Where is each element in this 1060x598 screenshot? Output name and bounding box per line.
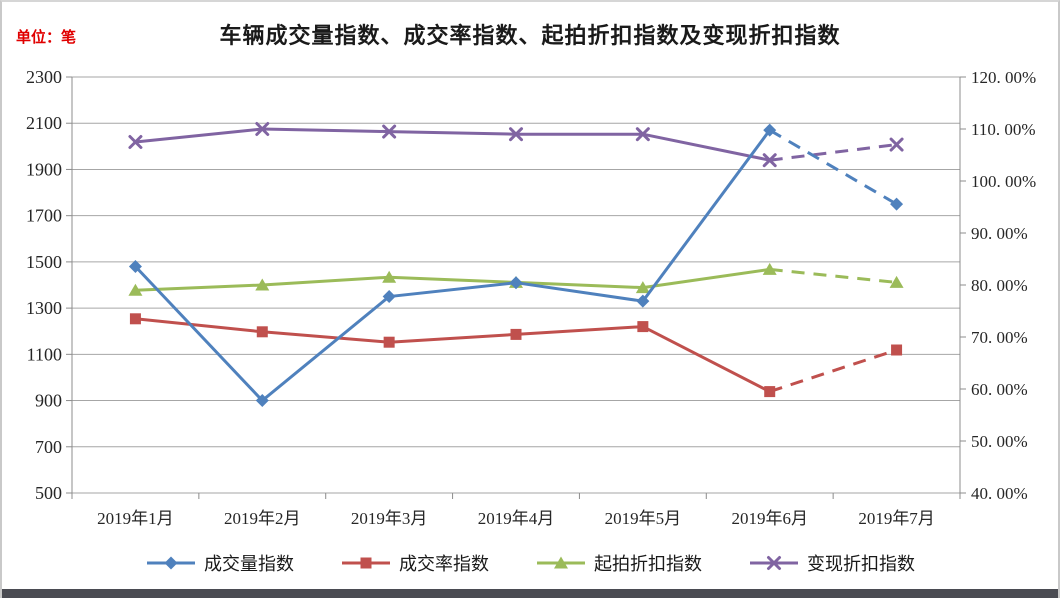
series-start-discount-index-marker <box>255 278 270 291</box>
series-deal-rate-index-segment <box>642 325 771 393</box>
series-volume-index-segment <box>134 265 264 402</box>
series-start-discount-index-segment <box>262 275 390 287</box>
series-start-discount-index-marker <box>382 270 397 283</box>
legend-x-glyph <box>767 556 781 570</box>
legend-diamond-icon <box>147 556 195 570</box>
legend-triangle-glyph <box>554 556 568 569</box>
series-volume-index-segment <box>261 295 391 402</box>
y-axis-label: 700 <box>35 437 62 457</box>
legend-triangle-icon <box>537 556 585 569</box>
series-realization-discount-index-segment <box>135 127 263 144</box>
x-axis-label: 2019年7月 <box>858 509 935 528</box>
y-axis-label: 500 <box>35 483 62 503</box>
series-realization-discount-index-marker <box>509 127 523 142</box>
series-volume-index-segment <box>768 128 898 206</box>
legend-x-icon <box>750 556 798 570</box>
series-volume-index-segment <box>641 129 771 303</box>
y-axis-label: 1300 <box>26 298 62 318</box>
series-volume-index-segment <box>388 281 517 299</box>
x-axis-label: 2019年1月 <box>97 509 174 528</box>
legend-item-volume-index: 成交量指数 <box>145 550 294 576</box>
series-deal-rate-index-marker <box>764 386 776 398</box>
series-volume-index-marker <box>636 294 650 308</box>
series-start-discount-index-marker <box>635 281 650 294</box>
series-deal-rate-index-marker <box>256 326 268 338</box>
series-deal-rate-index-segment <box>262 330 390 344</box>
series-deal-rate-index-marker <box>383 336 395 348</box>
right-axis-label: 60. 00% <box>971 380 1028 399</box>
y-axis-label: 2300 <box>26 67 62 87</box>
series-volume-index-marker <box>890 197 904 211</box>
series-realization-discount-index-marker <box>382 124 397 139</box>
legend-square-icon <box>342 557 390 569</box>
x-axis-label: 2019年2月 <box>224 509 301 528</box>
series-volume-index-marker <box>255 394 269 408</box>
series-realization-discount-index-marker <box>762 153 777 168</box>
y-axis-label: 1100 <box>27 344 62 364</box>
series-deal-rate-index-marker <box>510 328 522 340</box>
x-axis-label: 2019年6月 <box>731 509 808 528</box>
legend-item-start-discount-index: 起拍折扣指数 <box>535 550 702 576</box>
y-axis-label: 900 <box>35 391 62 411</box>
x-axis-label: 2019年5月 <box>605 509 682 528</box>
series-volume-index-segment <box>515 281 644 303</box>
y-axis-label: 2100 <box>26 113 62 133</box>
series-start-discount-index-marker <box>762 262 777 275</box>
series-volume-index-marker <box>128 260 142 274</box>
series-realization-discount-index-marker <box>128 135 143 149</box>
series-deal-rate-index-segment <box>389 332 517 344</box>
legend-label: 成交率指数 <box>399 554 489 575</box>
series-realization-discount-index-segment <box>389 130 517 136</box>
legend-item-realization-discount-index: 变现折扣指数 <box>748 550 915 576</box>
series-start-discount-index-segment <box>389 275 517 284</box>
legend-diamond-glyph <box>164 556 178 570</box>
series-start-discount-index-segment <box>769 267 897 284</box>
right-axis-label: 110. 00% <box>971 120 1036 139</box>
unit-label: 单位：笔 <box>16 28 77 46</box>
x-axis-label: 2019年4月 <box>478 509 555 528</box>
y-axis-label: 1500 <box>26 252 62 272</box>
series-realization-discount-index-segment <box>642 132 771 162</box>
right-axis-label: 120. 00% <box>971 68 1036 87</box>
right-axis-label: 80. 00% <box>971 276 1028 295</box>
series-start-discount-index-marker <box>128 283 143 296</box>
right-axis-label: 100. 00% <box>971 172 1036 191</box>
series-realization-discount-index-marker <box>889 137 904 152</box>
series-deal-rate-index-marker <box>129 313 141 325</box>
series-start-discount-index-segment <box>515 280 643 290</box>
chart-legend: 成交量指数 成交率指数 起拍折扣指数 变现折扣指数 <box>2 550 1058 576</box>
right-axis-label: 40. 00% <box>971 484 1028 503</box>
series-realization-discount-index-marker <box>255 122 270 136</box>
series-start-discount-index-segment <box>642 267 770 290</box>
series-volume-index-marker <box>382 290 396 304</box>
legend-label: 成交量指数 <box>204 554 294 575</box>
legend-label: 起拍折扣指数 <box>594 554 702 575</box>
series-deal-rate-index-segment <box>135 317 263 334</box>
right-axis-label: 90. 00% <box>971 224 1028 243</box>
series-realization-discount-index-segment <box>262 127 390 134</box>
series-volume-index-marker <box>763 123 777 137</box>
y-axis-label: 1900 <box>26 159 62 179</box>
series-realization-discount-index-segment <box>769 143 897 162</box>
series-start-discount-index-marker <box>889 275 904 288</box>
chart-canvas: 2300 2100 1900 1700 1500 1300 1100 900 700 500 120… <box>26 67 1036 528</box>
x-axis-label: 2019年3月 <box>351 509 428 528</box>
right-axis-label: 50. 00% <box>971 432 1028 451</box>
series-deal-rate-index-marker <box>891 344 903 356</box>
series-realization-discount-index-marker <box>635 127 650 142</box>
legend-label: 变现折扣指数 <box>807 554 915 575</box>
series-deal-rate-index-marker <box>637 321 649 333</box>
page-title: 车辆成交量指数、成交率指数、起拍折扣指数及变现折扣指数 <box>219 24 841 49</box>
legend-item-deal-rate-index: 成交率指数 <box>340 550 489 576</box>
series-volume-index-marker <box>509 276 523 290</box>
right-axis-label: 70. 00% <box>971 328 1028 347</box>
y-axis-label: 1700 <box>26 206 62 226</box>
series-deal-rate-index-segment <box>515 325 643 336</box>
series-deal-rate-index-segment <box>769 348 898 394</box>
legend-square-glyph <box>360 557 372 569</box>
bottom-bar <box>2 589 1058 598</box>
